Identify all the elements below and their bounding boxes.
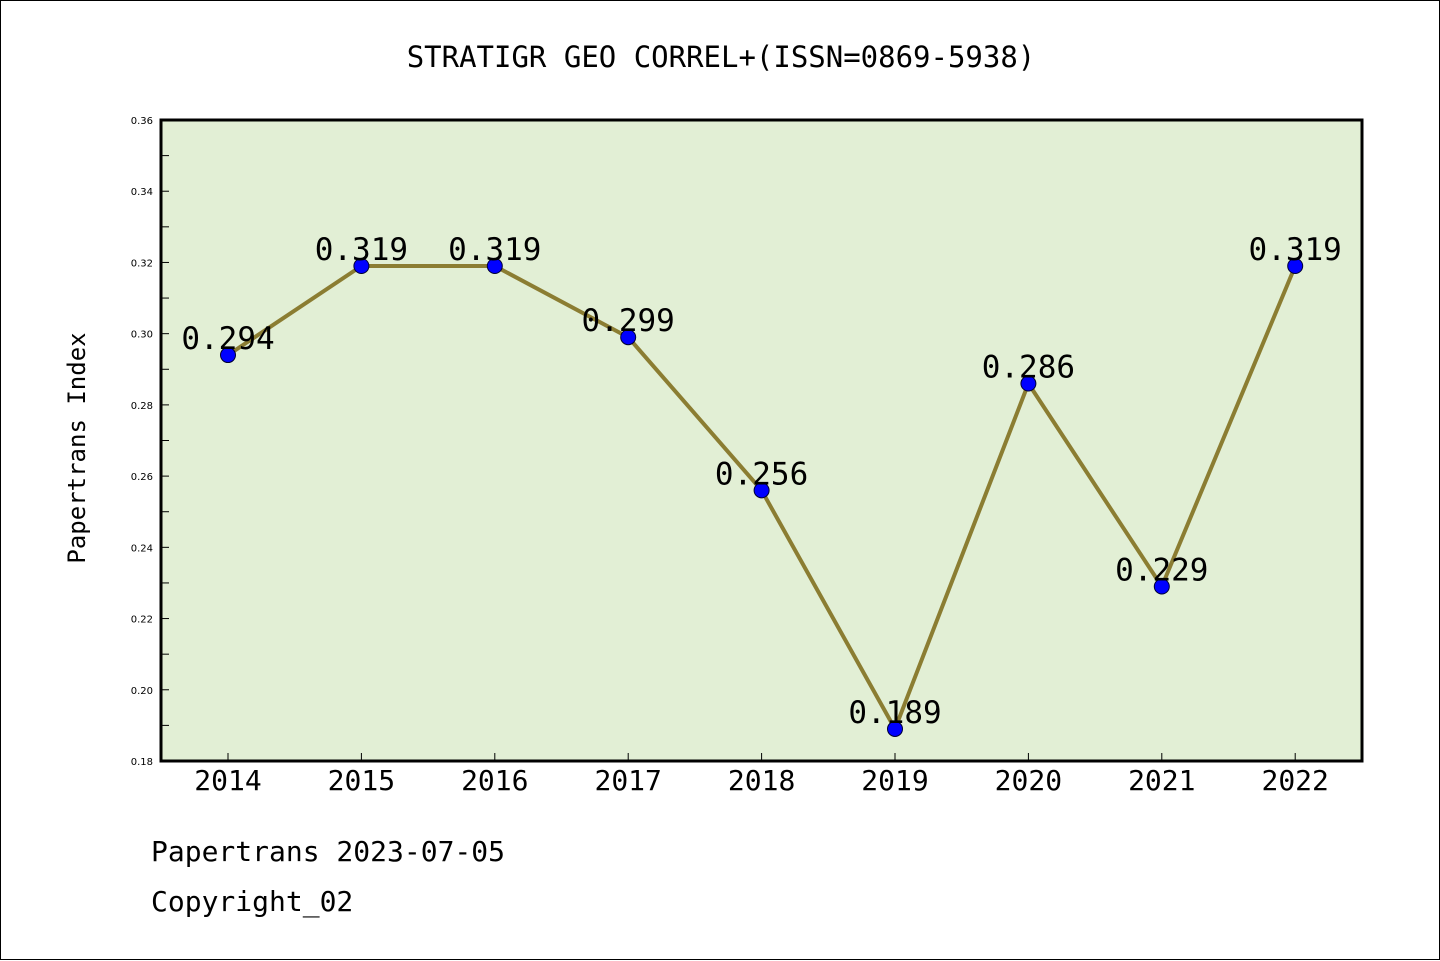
data-label-2020: 0.286	[982, 350, 1075, 386]
data-label-2014: 0.294	[181, 321, 274, 357]
x-axis: 2014 2015 2016 2017 2018 2019 2020 2021 2022	[194, 753, 1329, 797]
x-tick-label-2016: 2016	[461, 764, 528, 797]
x-tick-label-2014: 2014	[194, 764, 261, 797]
y-tick-label-0.22: 0.22	[131, 615, 153, 626]
plot-area	[159, 118, 1364, 763]
y-axis: 0.18 0.20 0.22 0.24 0.26 0.28 0.30 0.32 0.34 0.36	[131, 116, 169, 768]
data-point-2014	[220, 347, 236, 364]
data-point-2019	[887, 720, 903, 737]
x-tick-label-2019: 2019	[861, 764, 928, 797]
data-label-2019: 0.189	[848, 695, 941, 731]
y-tick-label-0.18: 0.18	[131, 757, 153, 768]
data-label-2022: 0.319	[1249, 232, 1342, 268]
x-tick-label-2021: 2021	[1128, 764, 1195, 797]
data-point-2015	[353, 258, 370, 275]
x-tick-label-2015: 2015	[328, 764, 395, 797]
x-tick-label-2022: 2022	[1261, 764, 1328, 797]
x-tick-label-2017: 2017	[594, 764, 661, 797]
chart-title: STRATIGR GEO CORREL+(ISSN=0869-5938)	[407, 40, 1036, 74]
data-point-2016	[486, 258, 503, 275]
footer-copyright: Copyright_02	[151, 885, 354, 918]
x-tick-label-2018: 2018	[728, 764, 795, 797]
footer-date: Papertrans 2023-07-05	[151, 835, 506, 868]
x-tick-label-2020: 2020	[995, 764, 1062, 797]
data-point-2020	[1020, 375, 1037, 392]
data-point-2018	[753, 482, 770, 499]
y-tick-label-0.32: 0.32	[131, 258, 153, 269]
data-point-2021	[1153, 578, 1170, 595]
data-label-2018: 0.256	[715, 456, 808, 492]
y-tick-label-0.24: 0.24	[131, 543, 153, 554]
data-point-2017	[620, 329, 637, 346]
data-point-2022	[1287, 258, 1304, 275]
series-line-group: 0.294 0.319 0.319 0.299 0.256 0.189 0.286 0.229…	[181, 232, 1342, 737]
y-tick-label-0.28: 0.28	[131, 401, 153, 412]
data-label-2017: 0.299	[582, 303, 675, 339]
y-tick-label-0.34: 0.34	[131, 187, 153, 198]
y-axis-label: Papertrans Index	[63, 332, 91, 563]
y-tick-label-0.26: 0.26	[131, 472, 153, 483]
y-tick-label-0.30: 0.30	[131, 330, 153, 341]
data-label-2021: 0.229	[1115, 553, 1208, 589]
data-label-2016: 0.319	[448, 232, 541, 268]
data-label-2015: 0.319	[315, 232, 408, 268]
y-tick-label-0.20: 0.20	[131, 686, 153, 697]
y-tick-label-0.36: 0.36	[131, 116, 153, 127]
